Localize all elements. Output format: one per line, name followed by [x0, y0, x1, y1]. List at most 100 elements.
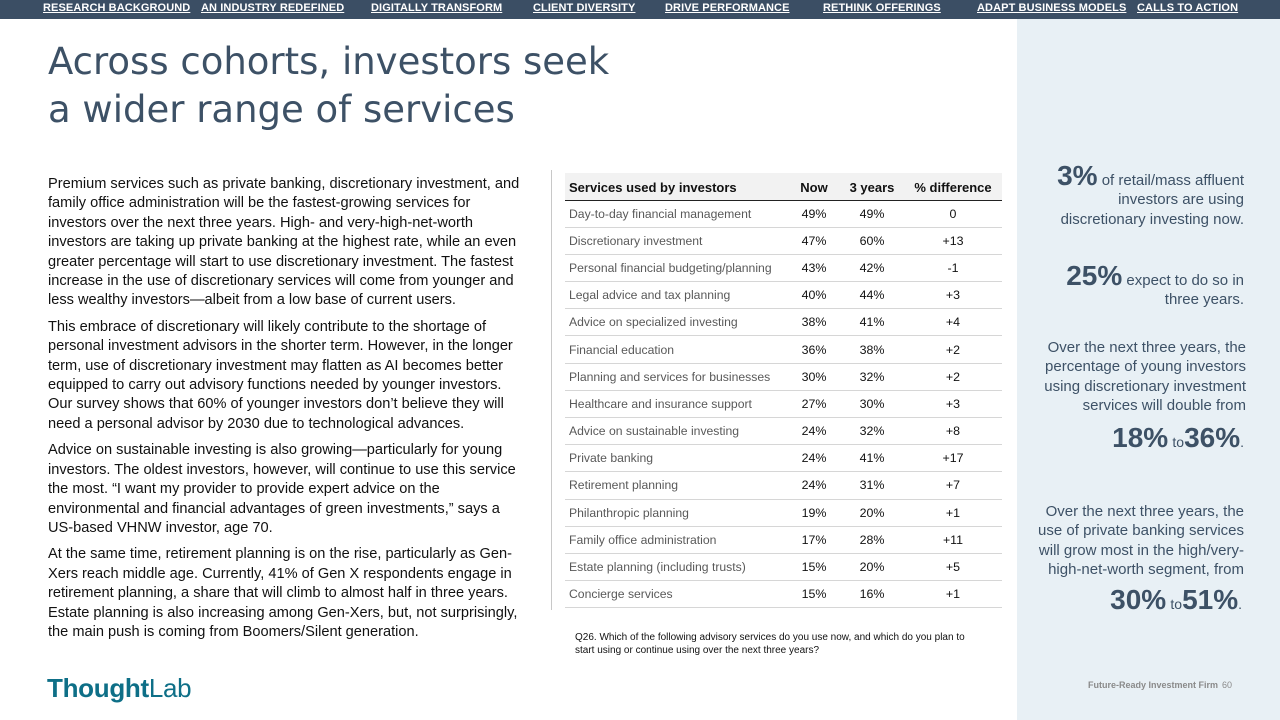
value-difference: +11	[904, 526, 1002, 554]
nav-rethink-offerings[interactable]: RETHINK OFFERINGS	[823, 2, 941, 14]
header-difference: % difference	[904, 173, 1002, 201]
value-3-years: 31%	[840, 471, 904, 500]
value-now: 38%	[788, 308, 840, 337]
service-name: Planning and services for businesses	[565, 363, 788, 391]
table-row: Family office administration 17% 28% +11	[565, 526, 1002, 554]
value-now: 24%	[788, 417, 840, 446]
table-row: Personal financial budgeting/planning 43%…	[565, 254, 1002, 283]
service-name: Retirement planning	[565, 471, 788, 500]
footer-report-name: Future-Ready Investment Firm	[1087, 680, 1218, 690]
value-now: 47%	[788, 227, 840, 255]
service-name: Discretionary investment	[565, 227, 788, 255]
stat-value: 3%	[1057, 160, 1098, 191]
value-3-years: 30%	[840, 390, 904, 419]
stat-discretionary-future: 25% expect to do so in three years.	[1024, 262, 1244, 310]
table-row: Advice on sustainable investing 24% 32% +8	[565, 417, 1002, 446]
body-paragraph-4: At the same time, retirement planning is…	[48, 546, 518, 640]
nav-drive-performance[interactable]: DRIVE PERFORMANCE	[665, 2, 790, 14]
service-name: Financial education	[565, 335, 788, 364]
stat-text: percentage of young investors	[1045, 358, 1246, 376]
value-difference: -1	[904, 254, 1002, 283]
value-3-years: 44%	[840, 281, 904, 310]
stat-to-word: to	[1172, 433, 1185, 450]
value-difference: +2	[904, 363, 1002, 391]
value-now: 19%	[788, 499, 840, 527]
value-3-years: 20%	[840, 499, 904, 527]
value-3-years: 60%	[840, 227, 904, 255]
value-now: 15%	[788, 553, 840, 582]
stat-text: Over the next three years, the	[1045, 503, 1244, 520]
service-name: Day-to-day financial management	[565, 200, 788, 228]
service-name: Advice on specialized investing	[565, 308, 788, 337]
header-now: Now	[788, 173, 840, 201]
stat-text: use of private banking services	[1038, 522, 1244, 540]
stat-period: .	[1238, 595, 1242, 612]
page-footer: Future-Ready Investment Firm 60	[1040, 680, 1232, 690]
stat-from-value: 18%	[1112, 421, 1169, 453]
table-row: Retirement planning 24% 31% +7	[565, 471, 1002, 500]
value-3-years: 16%	[840, 580, 904, 609]
value-difference: +8	[904, 417, 1002, 446]
value-now: 15%	[788, 580, 840, 609]
table-row: Financial education 36% 38% +2	[565, 335, 1002, 364]
value-3-years: 41%	[840, 308, 904, 337]
stat-text: discretionary investing now.	[1060, 210, 1244, 228]
table-row: Estate planning (including trusts) 15% 20%…	[565, 553, 1002, 582]
nav-research-background[interactable]: RESEARCH BACKGROUND	[43, 2, 191, 14]
stat-text: services will double from	[1082, 397, 1246, 415]
stat-text: Over the next three years, the	[1047, 339, 1246, 356]
value-3-years: 41%	[840, 444, 904, 473]
table-row: Philanthropic planning 19% 20% +1	[565, 499, 1002, 527]
value-now: 36%	[788, 335, 840, 364]
value-now: 24%	[788, 471, 840, 500]
header-services: Services used by investors	[565, 173, 788, 201]
nav-calls-to-action[interactable]: CALLS TO ACTION	[1137, 2, 1239, 14]
logo-text-bold: Thought	[47, 673, 149, 703]
table-row: Legal advice and tax planning 40% 44% +3	[565, 281, 1002, 310]
page-title-line-2: a wider range of services	[48, 88, 515, 131]
header-3-years: 3 years	[840, 173, 904, 201]
value-3-years: 42%	[840, 254, 904, 283]
value-now: 49%	[788, 200, 840, 228]
page-title: Across cohorts, investors seek a wider r…	[48, 38, 668, 134]
value-difference: 0	[904, 200, 1002, 228]
stat-from-value: 30%	[1110, 583, 1167, 615]
stat-text: investors are using	[1118, 191, 1244, 209]
service-name: Advice on sustainable investing	[565, 417, 788, 446]
nav-adapt-business-models[interactable]: ADAPT BUSINESS MODELS	[977, 2, 1127, 14]
table-row: Planning and services for businesses 30% 3…	[565, 363, 1002, 391]
nav-an-industry-redefined[interactable]: AN INDUSTRY REDEFINED	[201, 2, 345, 14]
page-number: 60	[1221, 680, 1232, 690]
stats-sidebar	[1017, 19, 1280, 720]
stat-discretionary-now: 3% of retail/mass affluent investors are…	[1024, 162, 1244, 229]
value-3-years: 20%	[840, 553, 904, 582]
value-now: 30%	[788, 363, 840, 391]
value-3-years: 28%	[840, 526, 904, 554]
service-name: Estate planning (including trusts)	[565, 553, 788, 582]
service-name: Concierge services	[565, 580, 788, 609]
table-header-row: Services used by investors Now 3 years %…	[565, 173, 1002, 201]
value-now: 43%	[788, 254, 840, 283]
nav-client-diversity[interactable]: CLIENT DIVERSITY	[533, 2, 636, 14]
table-row: Healthcare and insurance support 27% 30% +3	[565, 390, 1002, 419]
stat-private-banking: Over the next three years, the use of pr…	[1024, 502, 1244, 614]
body-paragraph-1: Premium services such as private banking…	[48, 176, 520, 309]
service-name: Private banking	[565, 444, 788, 473]
table-row: Discretionary investment 47% 60% +13	[565, 227, 1002, 255]
body-paragraph-2: This embrace of discretionary will likel…	[48, 318, 513, 432]
value-now: 24%	[788, 444, 840, 473]
value-now: 40%	[788, 281, 840, 310]
value-3-years: 32%	[840, 417, 904, 446]
value-difference: +5	[904, 553, 1002, 582]
value-now: 27%	[788, 390, 840, 419]
nav-digitally-transform[interactable]: DIGITALLY TRANSFORM	[371, 2, 503, 14]
stat-period: .	[1240, 433, 1244, 450]
stat-value: 25%	[1066, 260, 1123, 291]
value-3-years: 49%	[840, 200, 904, 228]
stat-to-value: 36%	[1184, 421, 1241, 453]
value-difference: +4	[904, 308, 1002, 337]
table-row: Private banking 24% 41% +17	[565, 444, 1002, 473]
page-title-line-1: Across cohorts, investors seek	[48, 40, 610, 83]
stat-to-word: to	[1170, 595, 1183, 612]
table-row: Concierge services 15% 16% +1	[565, 580, 1002, 609]
